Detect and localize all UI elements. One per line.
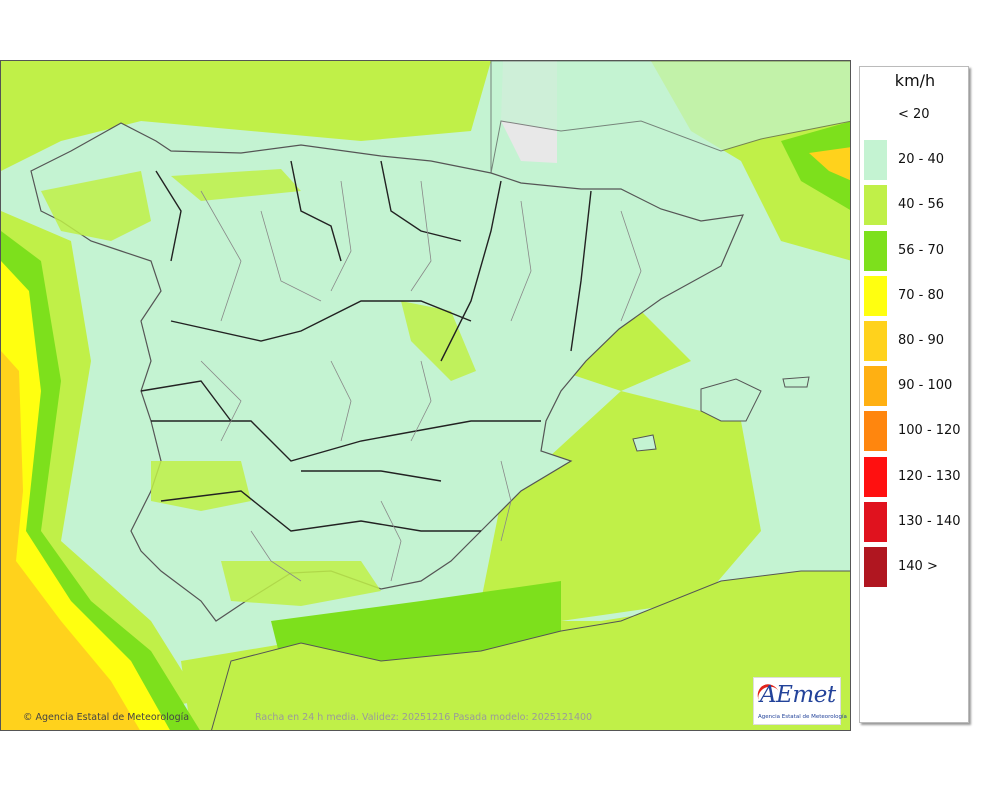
regional-boundaries: [140, 160, 592, 532]
legend-swatch: [864, 275, 887, 316]
logo-subtitle: Agencia Estatal de Meteorología: [758, 714, 847, 720]
logo-word: AEmet: [760, 682, 836, 708]
validity-text: Racha en 24 h media. Validez: 20251216 P…: [255, 712, 593, 723]
legend-item: 120 - 130: [864, 456, 968, 497]
legend-swatch: [864, 185, 887, 226]
legend-swatch: [864, 547, 887, 587]
credit-text: © Agencia Estatal de Meteorología: [23, 712, 189, 723]
legend-swatch: [864, 140, 887, 181]
legend-item: 20 - 40: [864, 140, 968, 181]
north-africa: [211, 570, 850, 730]
menorca: [782, 376, 810, 388]
legend-swatch: [864, 95, 887, 135]
legend-swatch: [864, 321, 887, 361]
mallorca: [700, 378, 762, 422]
legend-label: 40 - 56: [898, 197, 945, 213]
gust-zone-80-90: [1, 351, 140, 730]
gust-zone-40-56-iberico: [401, 301, 476, 381]
legend-label: 56 - 70: [898, 242, 945, 258]
legend-panel: km/h < 20 20 - 40 40 - 56 56 - 70 70 - 80 80 …: [859, 66, 969, 723]
map-canvas: [1, 61, 850, 730]
legend-item: 100 - 120: [864, 411, 968, 452]
legend-label: < 20: [898, 107, 930, 122]
legend-item: 56 - 70: [864, 230, 968, 271]
legend-item: 140 >: [864, 547, 968, 587]
wind-gust-map[interactable]: © Agencia Estatal de Meteorología Racha …: [0, 60, 851, 731]
legend-label: 20 - 40: [898, 152, 945, 168]
legend-swatch: [864, 411, 887, 452]
gust-zone-40-56-extremadura: [151, 461, 251, 511]
gust-zone-40-56-med: [481, 391, 761, 621]
legend-swatch: [864, 230, 887, 271]
legend-item: 90 - 100: [864, 366, 968, 407]
legend-swatch: [864, 456, 887, 497]
legend-item: 70 - 80: [864, 275, 968, 316]
legend-item: 40 - 56: [864, 185, 968, 226]
ibiza: [632, 434, 657, 452]
legend-label: 100 - 120: [898, 423, 961, 439]
legend-label: 80 - 90: [898, 333, 945, 348]
legend-label: 120 - 130: [898, 468, 961, 484]
legend-unit: km/h: [894, 71, 936, 90]
gust-zone-56-70-gulf: [781, 121, 850, 210]
gust-zone-40-56-galicia: [41, 171, 151, 241]
france: [490, 61, 850, 174]
copyright-icon: ©: [23, 712, 33, 723]
gust-zone-80-90-gulf: [809, 147, 850, 181]
province-boundaries: [200, 180, 642, 582]
legend-label: 70 - 80: [898, 287, 945, 303]
gust-zone-40-56-north-sea: [1, 61, 491, 171]
legend-item: 80 - 90: [864, 321, 968, 361]
legend-swatch: [864, 366, 887, 407]
gust-zone-40-56-betic: [221, 561, 381, 606]
credit-label: Agencia Estatal de Meteorología: [35, 712, 190, 723]
legend-item: 130 - 140: [864, 501, 968, 542]
legend-label: 140 >: [898, 559, 938, 574]
legend-label: 130 - 140: [898, 513, 961, 529]
legend-swatch: [864, 501, 887, 542]
gust-zone-40-56-cantabrian: [171, 169, 301, 201]
aemet-logo: AEmet Agencia Estatal de Meteorología: [753, 677, 847, 725]
legend-label: 90 - 100: [898, 378, 953, 394]
legend-item: < 20: [864, 95, 968, 135]
